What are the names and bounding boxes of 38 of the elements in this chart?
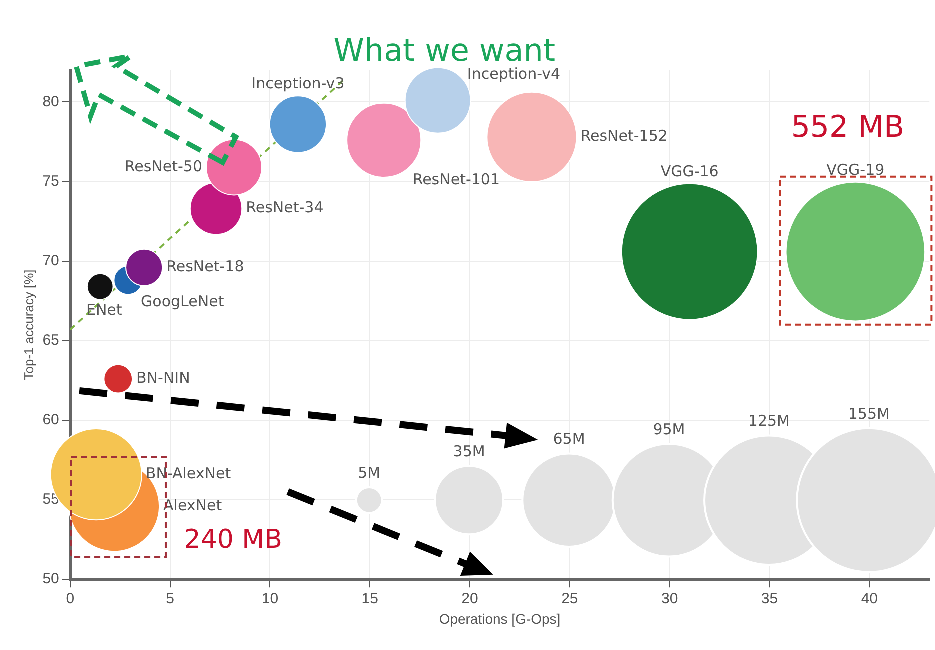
series-label: VGG-16 [660, 162, 719, 180]
y-tick-label: 70 [42, 252, 60, 270]
x-tick-label: 40 [861, 590, 878, 608]
series-label: BN-AlexNet [146, 464, 232, 482]
x-tick-label: 35 [761, 590, 778, 608]
series-label: ResNet-18 [166, 258, 244, 276]
series-label: ResNet-152 [580, 127, 668, 146]
legend-label: 35M [453, 442, 486, 461]
x-tick-label: 15 [362, 590, 378, 608]
x-tick-label: 10 [262, 590, 279, 608]
x-tick-label: 20 [462, 590, 478, 608]
annotation: 240 MB [184, 524, 282, 555]
series-label: VGG-19 [826, 160, 885, 179]
x-tick-label: 5 [166, 590, 174, 608]
series-label: ResNet-101 [412, 170, 500, 189]
series-label: AlexNet [164, 496, 222, 514]
y-tick-label: 80 [42, 93, 60, 110]
series-label: GoogLeNet [141, 292, 224, 310]
series-label: ResNet-50 [124, 157, 203, 176]
series-label: Inception-v3 [252, 74, 345, 93]
y-tick-label: 50 [42, 570, 60, 588]
y-axis-title: Top-1 accuracy [%] [21, 270, 36, 380]
x-tick-label: 0 [66, 590, 75, 608]
legend-label: 5M [358, 464, 381, 482]
x-tick-label: 25 [562, 590, 578, 608]
y-tick-label: 75 [42, 172, 60, 190]
legend-label: 65M [553, 430, 586, 448]
legend-label: 125M [748, 412, 790, 430]
y-tick-label: 60 [42, 412, 60, 429]
series-label: BN-NIN [136, 368, 190, 387]
x-tick-label: 30 [662, 590, 678, 608]
legend-label: 95M [653, 420, 686, 438]
annotation: 552 MB [791, 110, 905, 145]
y-tick-label: 65 [42, 332, 60, 350]
series-label: ResNet-34 [246, 198, 324, 217]
legend-label: 155M [848, 404, 890, 423]
series-label: ENet [86, 301, 122, 320]
x-axis-title: Operations [G-Ops] [439, 610, 561, 627]
